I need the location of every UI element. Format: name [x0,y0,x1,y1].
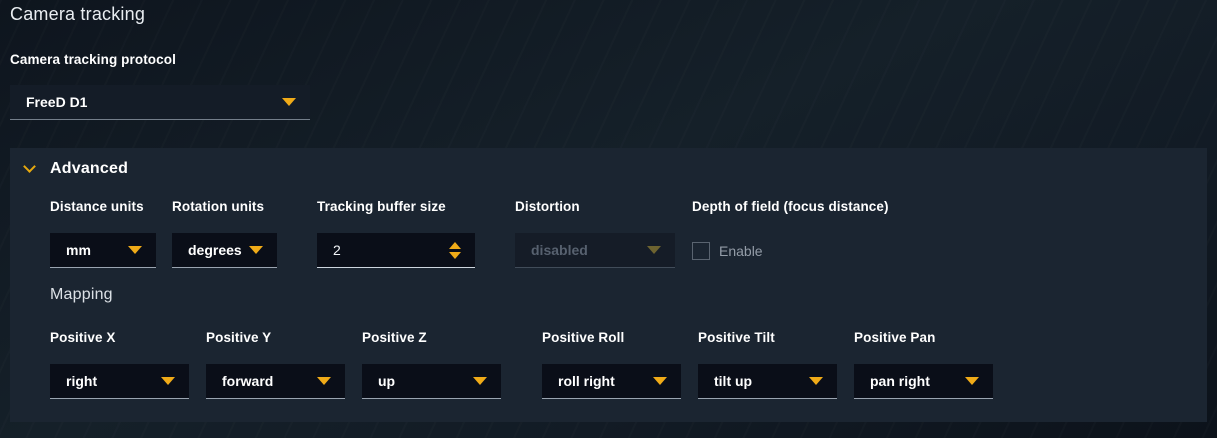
enable-checkbox-label: Enable [719,242,763,259]
tracking-buffer-size-input[interactable] [317,242,417,258]
positive-y-value: forward [222,373,274,389]
positive-tilt-label: Positive Tilt [698,330,775,345]
field-depth-of-field: Depth of field (focus distance) Enable [692,199,889,268]
positive-z-select[interactable]: up [362,364,501,399]
chevron-down-icon [647,246,661,254]
enable-checkbox [692,241,710,260]
rotation-units-label: Rotation units [172,199,265,214]
chevron-down-icon [473,377,487,385]
chevron-down-icon [128,246,142,254]
chevron-down-icon [809,377,823,385]
positive-x-select[interactable]: right [50,364,189,399]
positive-roll-value: roll right [558,373,615,389]
field-rotation-units: Rotation units degrees [172,199,277,268]
rotation-units-value: degrees [188,242,242,258]
depth-of-field-enable-row: Enable [692,233,889,268]
mapping-section-title: Mapping [50,286,113,303]
positive-z-label: Positive Z [362,330,427,345]
positive-tilt-select[interactable]: tilt up [698,364,837,399]
field-positive-x: Positive X right [50,330,189,399]
tracking-buffer-size-label: Tracking buffer size [317,199,446,214]
chevron-down-icon [161,377,175,385]
positive-roll-select[interactable]: roll right [542,364,681,399]
distortion-label: Distortion [515,199,580,214]
positive-x-value: right [66,373,98,389]
chevron-down-icon [965,377,979,385]
protocol-select[interactable]: FreeD D1 [10,85,310,120]
spinner-up-icon[interactable] [449,241,461,249]
protocol-select-value: FreeD D1 [26,94,88,110]
positive-tilt-value: tilt up [714,373,753,389]
field-positive-z: Positive Z up [362,330,501,399]
field-positive-y: Positive Y forward [206,330,345,399]
positive-pan-label: Positive Pan [854,330,936,345]
field-tracking-buffer-size: Tracking buffer size [317,199,475,268]
distance-units-value: mm [66,242,91,258]
field-distance-units: Distance units mm [50,199,156,268]
field-positive-tilt: Positive Tilt tilt up [698,330,837,399]
chevron-down-icon [249,246,263,254]
rotation-units-select[interactable]: degrees [172,233,277,268]
positive-y-select[interactable]: forward [206,364,345,399]
chevron-down-icon [23,160,36,173]
field-distortion: Distortion disabled [515,199,675,268]
positive-roll-label: Positive Roll [542,330,625,345]
positive-y-label: Positive Y [206,330,272,345]
advanced-section-toggle[interactable]: Advanced [23,160,129,178]
distortion-value: disabled [531,242,588,258]
page-title: Camera tracking [10,4,146,24]
field-positive-pan: Positive Pan pan right [854,330,993,399]
depth-of-field-label: Depth of field (focus distance) [692,199,889,214]
positive-pan-select[interactable]: pan right [854,364,993,399]
chevron-down-icon [282,98,296,106]
spinner-down-icon[interactable] [449,251,461,259]
tracking-buffer-size-field [317,233,475,268]
field-positive-roll: Positive Roll roll right [542,330,681,399]
number-spinner [449,241,461,259]
distortion-select: disabled [515,233,675,268]
chevron-down-icon [317,377,331,385]
positive-x-label: Positive X [50,330,116,345]
positive-pan-value: pan right [870,373,930,389]
advanced-panel: Advanced Distance units mm Rotation unit… [10,148,1207,422]
distance-units-select[interactable]: mm [50,233,156,268]
positive-z-value: up [378,373,396,389]
distance-units-label: Distance units [50,199,144,214]
protocol-label: Camera tracking protocol [10,52,176,67]
advanced-section-title: Advanced [50,160,129,177]
chevron-down-icon [653,377,667,385]
